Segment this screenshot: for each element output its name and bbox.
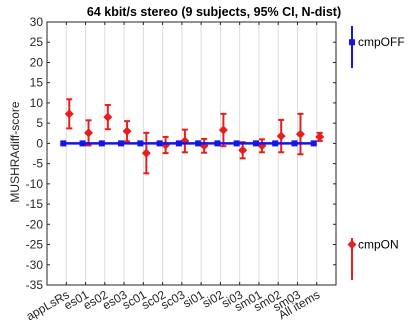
legend-cmpon-marker xyxy=(347,240,357,250)
cmpon-point xyxy=(122,126,132,136)
y-tick-label: 25 xyxy=(30,35,44,49)
y-tick-label: 20 xyxy=(30,55,44,69)
cmpoff-point xyxy=(233,140,240,147)
cmpon-point xyxy=(218,125,228,135)
cmpon-point xyxy=(238,145,248,155)
cmpon-point xyxy=(295,129,305,139)
y-tick-label: -10 xyxy=(26,177,44,191)
cmpon-point xyxy=(141,148,151,158)
y-tick-label: -20 xyxy=(26,217,44,231)
cmpoff-point xyxy=(272,140,279,147)
y-tick-label: 30 xyxy=(30,15,44,29)
cmpoff-point xyxy=(310,140,317,147)
y-axis-label: MUSHRAdiff-score xyxy=(8,101,22,202)
y-tick-label: -30 xyxy=(26,258,44,272)
y-tick-label: 15 xyxy=(30,76,44,90)
cmpoff-point xyxy=(79,140,86,147)
y-tick-label: -35 xyxy=(26,278,44,292)
cmpoff-point xyxy=(60,140,67,147)
cmpoff-point xyxy=(137,140,144,147)
cmpoff-point xyxy=(214,140,221,147)
y-tick-label: 10 xyxy=(30,96,44,110)
y-tick-label: -25 xyxy=(26,238,44,252)
cmpoff-point xyxy=(156,140,163,147)
cmpoff-point xyxy=(195,140,202,147)
y-tick-label: -15 xyxy=(26,197,44,211)
chart-title: 64 kbit/s stereo (9 subjects, 95% CI, N-… xyxy=(87,5,341,19)
y-tick-label: 5 xyxy=(36,116,43,130)
grid-lines xyxy=(65,22,318,285)
cmpon-point xyxy=(103,112,113,122)
y-tick-label: -5 xyxy=(32,157,43,171)
y-tick-label: 0 xyxy=(36,136,43,150)
legend-cmpoff-marker xyxy=(349,39,355,46)
cmpon-point xyxy=(315,132,325,142)
cmpon-point xyxy=(84,128,94,138)
cmpoff-point xyxy=(118,140,125,147)
legend: cmpOFF cmpON xyxy=(347,26,405,280)
cmpoff-point xyxy=(98,140,105,147)
cmpoff-point xyxy=(175,140,182,147)
cmpon-point xyxy=(64,109,74,119)
y-axis-ticks: -35 -30 -25 -20 -15 -10 -5 0 5 10 15 20 25 30 xyxy=(26,15,336,292)
cmpoff-point xyxy=(291,140,298,147)
data-marks xyxy=(60,98,325,175)
cmpon-point xyxy=(276,131,286,141)
cmpoff-point xyxy=(252,140,259,147)
x-axis-ticks: appLsRses01es02es03sc01sc02sc03si01si02s… xyxy=(24,22,322,320)
legend-cmpon-label: cmpON xyxy=(358,238,399,252)
plot-frame xyxy=(46,21,337,286)
legend-cmpoff-label: cmpOFF xyxy=(358,35,405,49)
